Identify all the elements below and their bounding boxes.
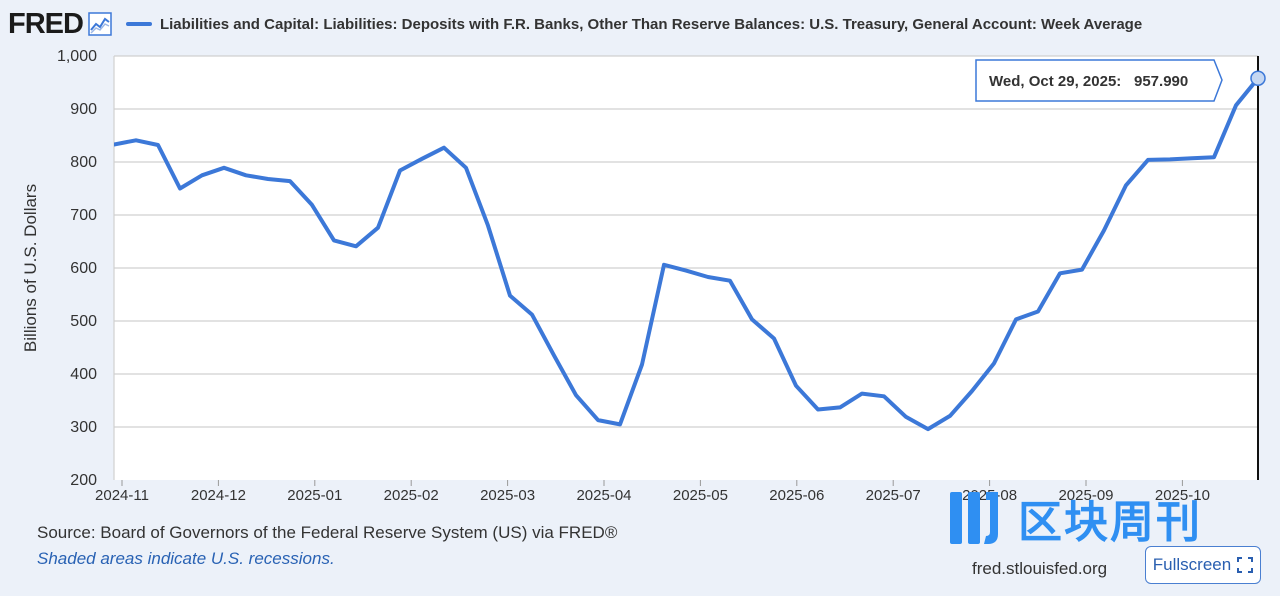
data-point[interactable] (595, 417, 601, 423)
y-tick-label: 1,000 (57, 48, 97, 65)
data-point[interactable] (111, 142, 117, 148)
data-point[interactable] (419, 156, 425, 162)
series-title[interactable]: Liabilities and Capital: Liabilities: De… (159, 15, 1143, 33)
recession-note[interactable]: Shaded areas indicate U.S. recessions. (37, 549, 335, 568)
data-point[interactable] (199, 172, 205, 178)
data-point[interactable] (353, 243, 359, 249)
data-point[interactable] (551, 352, 557, 358)
data-point[interactable] (177, 186, 183, 192)
data-point[interactable] (1013, 316, 1019, 322)
data-point[interactable] (903, 414, 909, 420)
x-tick-label: 2025-06 (769, 487, 824, 504)
data-point[interactable] (375, 225, 381, 231)
data-point[interactable] (947, 413, 953, 419)
data-point[interactable] (727, 278, 733, 284)
watermark: 区块周刊 (946, 486, 1202, 550)
x-tick-label: 2025-04 (576, 487, 631, 504)
x-tick-label: 2025-03 (480, 487, 535, 504)
y-tick-label: 800 (70, 154, 97, 171)
x-tick-labels: 2024-11 2024-12 2025-01 2025-02 2025-03 2025-… (95, 480, 1210, 504)
data-point[interactable] (1167, 156, 1173, 162)
data-point[interactable] (1123, 182, 1129, 188)
watermark-logo-icon (950, 492, 998, 544)
chart-header: FRED Liabilities and Capital: Liabilitie… (8, 8, 1142, 40)
data-point[interactable] (859, 391, 865, 397)
y-tick-label: 700 (70, 207, 97, 224)
fullscreen-icon (1237, 557, 1254, 573)
data-point[interactable] (1035, 308, 1041, 314)
data-point[interactable] (265, 176, 271, 182)
data-point[interactable] (793, 383, 799, 389)
x-tick-label: 2025-09 (1058, 487, 1113, 504)
data-point[interactable] (463, 165, 469, 171)
data-point[interactable] (881, 393, 887, 399)
data-point[interactable] (617, 421, 623, 427)
data-point[interactable] (133, 137, 139, 143)
x-tick-label: 2024-12 (191, 487, 246, 504)
data-point[interactable] (683, 268, 689, 274)
data-point[interactable] (397, 167, 403, 173)
data-point[interactable] (529, 312, 535, 318)
x-tick-label: 2025-05 (673, 487, 728, 504)
data-point[interactable] (507, 293, 513, 299)
y-tick-label: 600 (70, 260, 97, 277)
data-point[interactable] (287, 178, 293, 184)
series-line[interactable] (114, 76, 1258, 432)
data-point[interactable] (1101, 227, 1107, 233)
data-point[interactable] (485, 223, 491, 229)
data-point[interactable] (155, 142, 161, 148)
data-point[interactable] (991, 360, 997, 366)
y-axis-label: Billions of U.S. Dollars (21, 184, 40, 352)
data-point[interactable] (1057, 270, 1063, 276)
site-url[interactable]: fred.stlouisfed.org (972, 559, 1108, 578)
watermark-text: 区块周刊 (1018, 498, 1202, 547)
data-point[interactable] (1079, 267, 1085, 273)
graph-icon[interactable] (88, 12, 112, 36)
tooltip: Wed, Oct 29, 2025: 957.990 (975, 59, 1223, 102)
y-tick-label: 300 (70, 419, 97, 436)
legend-swatch (125, 22, 152, 26)
fred-logo[interactable]: FRED (8, 7, 84, 40)
data-point[interactable] (1211, 154, 1217, 160)
data-point[interactable] (639, 361, 645, 367)
source-note: Source: Board of Governors of the Federa… (37, 523, 618, 542)
y-tick-labels: 200 300 400 500 600 700 800 900 1,000 (57, 48, 97, 489)
y-tick-label: 500 (70, 313, 97, 330)
x-tick-label: 2024-11 (95, 487, 149, 504)
fullscreen-label: Fullscreen (1152, 555, 1232, 574)
data-point[interactable] (1233, 102, 1239, 108)
data-point[interactable] (1189, 155, 1195, 161)
hover-point[interactable] (1250, 70, 1266, 87)
data-point[interactable] (837, 404, 843, 410)
data-point[interactable] (661, 262, 667, 268)
y-tick-label: 900 (70, 101, 97, 118)
grid-lines (113, 55, 1258, 480)
tooltip-value: 957.990 (1134, 73, 1188, 90)
data-point[interactable] (1145, 157, 1151, 163)
data-point[interactable] (573, 392, 579, 398)
x-tick-label: 2025-10 (1155, 487, 1210, 504)
fullscreen-button[interactable]: Fullscreen (1145, 546, 1261, 584)
data-point[interactable] (221, 165, 227, 171)
data-point[interactable] (815, 407, 821, 413)
data-point[interactable] (925, 426, 931, 432)
x-tick-label: 2025-02 (384, 487, 439, 504)
data-point[interactable] (331, 237, 337, 243)
y-tick-label: 400 (70, 366, 97, 383)
data-point[interactable] (771, 335, 777, 341)
data-point[interactable] (749, 316, 755, 322)
tooltip-date: Wed, Oct 29, 2025: (989, 73, 1121, 90)
x-tick-label: 2025-01 (287, 487, 342, 504)
data-point[interactable] (243, 172, 249, 178)
data-point[interactable] (309, 202, 315, 208)
x-tick-label: 2025-07 (866, 487, 921, 504)
y-tick-label: 200 (70, 472, 97, 489)
data-point[interactable] (705, 274, 711, 280)
data-point[interactable] (441, 145, 447, 151)
data-point[interactable] (969, 388, 975, 394)
